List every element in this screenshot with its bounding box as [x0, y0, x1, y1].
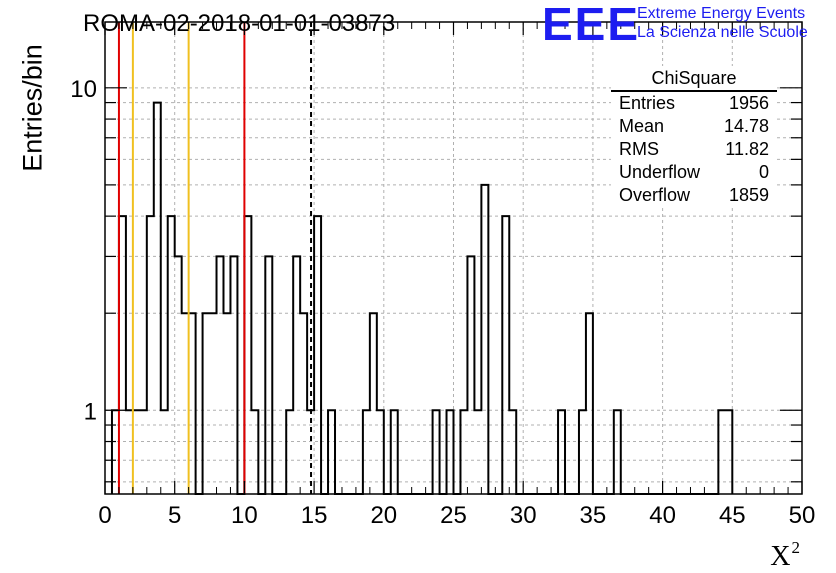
x-tick-label: 10 [231, 502, 258, 529]
x-tick-label: 0 [98, 502, 111, 529]
stat-row-mean: Mean 14.78 [611, 115, 777, 138]
stat-value: 1956 [728, 93, 769, 113]
stat-row-underflow: Underflow 0 [611, 161, 777, 184]
histogram-bin [300, 313, 307, 494]
x-tick-label: 35 [580, 502, 607, 529]
axis-ticks [104, 22, 803, 494]
stat-row-entries: Entries 1956 [611, 92, 777, 115]
logo-mark: EEE [542, 0, 641, 50]
histogram-bin [293, 256, 300, 494]
logo-line-2: La Scienza nelle Scuole [637, 24, 808, 41]
histogram-bin [244, 216, 251, 494]
reference-lines [117, 22, 313, 494]
histogram-bin [182, 313, 189, 494]
x-tick-label: 5 [168, 502, 181, 529]
histogram-bin [230, 256, 237, 494]
stat-value: 14.78 [723, 116, 769, 136]
stat-label: Entries [619, 93, 676, 113]
x-axis-label: X2 [770, 538, 800, 573]
x-tick-label: 25 [440, 502, 467, 529]
x-axis-label-superscript: 2 [791, 538, 801, 557]
histogram-bin [203, 313, 210, 494]
histogram-bin [467, 256, 474, 494]
stat-label: RMS [619, 139, 659, 159]
histogram-bin [175, 256, 182, 494]
x-axis-label-base: X [770, 541, 791, 572]
axis-tick-labels: 0 5 10 15 20 25 30 35 40 45 50 1 10 [70, 76, 815, 529]
stat-row-rms: RMS 11.82 [611, 138, 777, 161]
histogram-bin [168, 216, 175, 494]
stats-box: ChiSquare Entries 1956 Mean 14.78 RMS 11… [611, 66, 777, 207]
histogram-bin [481, 185, 488, 494]
stat-label: Overflow [619, 185, 691, 205]
histogram-bin [210, 313, 217, 494]
histogram-bin [217, 256, 224, 494]
histogram-bin [223, 313, 230, 494]
x-tick-label: 15 [301, 502, 328, 529]
histogram-bin [370, 313, 377, 494]
y-tick-label: 1 [84, 398, 97, 425]
y-axis-label: Entries/bin [17, 44, 48, 172]
histogram-bin [586, 313, 593, 494]
stat-value: 1859 [728, 185, 769, 205]
stat-value: 11.82 [725, 139, 769, 159]
histogram-bin [189, 313, 196, 494]
chart-title: ROMA-02-2018-01-01-03873 [83, 10, 396, 37]
stat-row-overflow: Overflow 1859 [611, 184, 777, 207]
histogram-bin [502, 216, 509, 494]
histogram-bin [147, 216, 154, 494]
histogram-bin [119, 216, 126, 494]
stat-value: 0 [758, 162, 769, 182]
stat-label: Mean [619, 116, 665, 136]
x-tick-label: 50 [789, 502, 816, 529]
x-tick-label: 30 [510, 502, 537, 529]
logo-line-1: Extreme Energy Events [637, 5, 806, 22]
stats-title: ChiSquare [611, 66, 777, 92]
x-tick-label: 20 [370, 502, 397, 529]
histogram-bin [265, 256, 272, 494]
y-tick-label: 10 [70, 76, 97, 103]
histogram-bin [154, 103, 161, 494]
stat-label: Underflow [619, 162, 701, 182]
x-tick-label: 40 [649, 502, 676, 529]
x-tick-label: 45 [719, 502, 746, 529]
histogram-bin [314, 216, 321, 494]
